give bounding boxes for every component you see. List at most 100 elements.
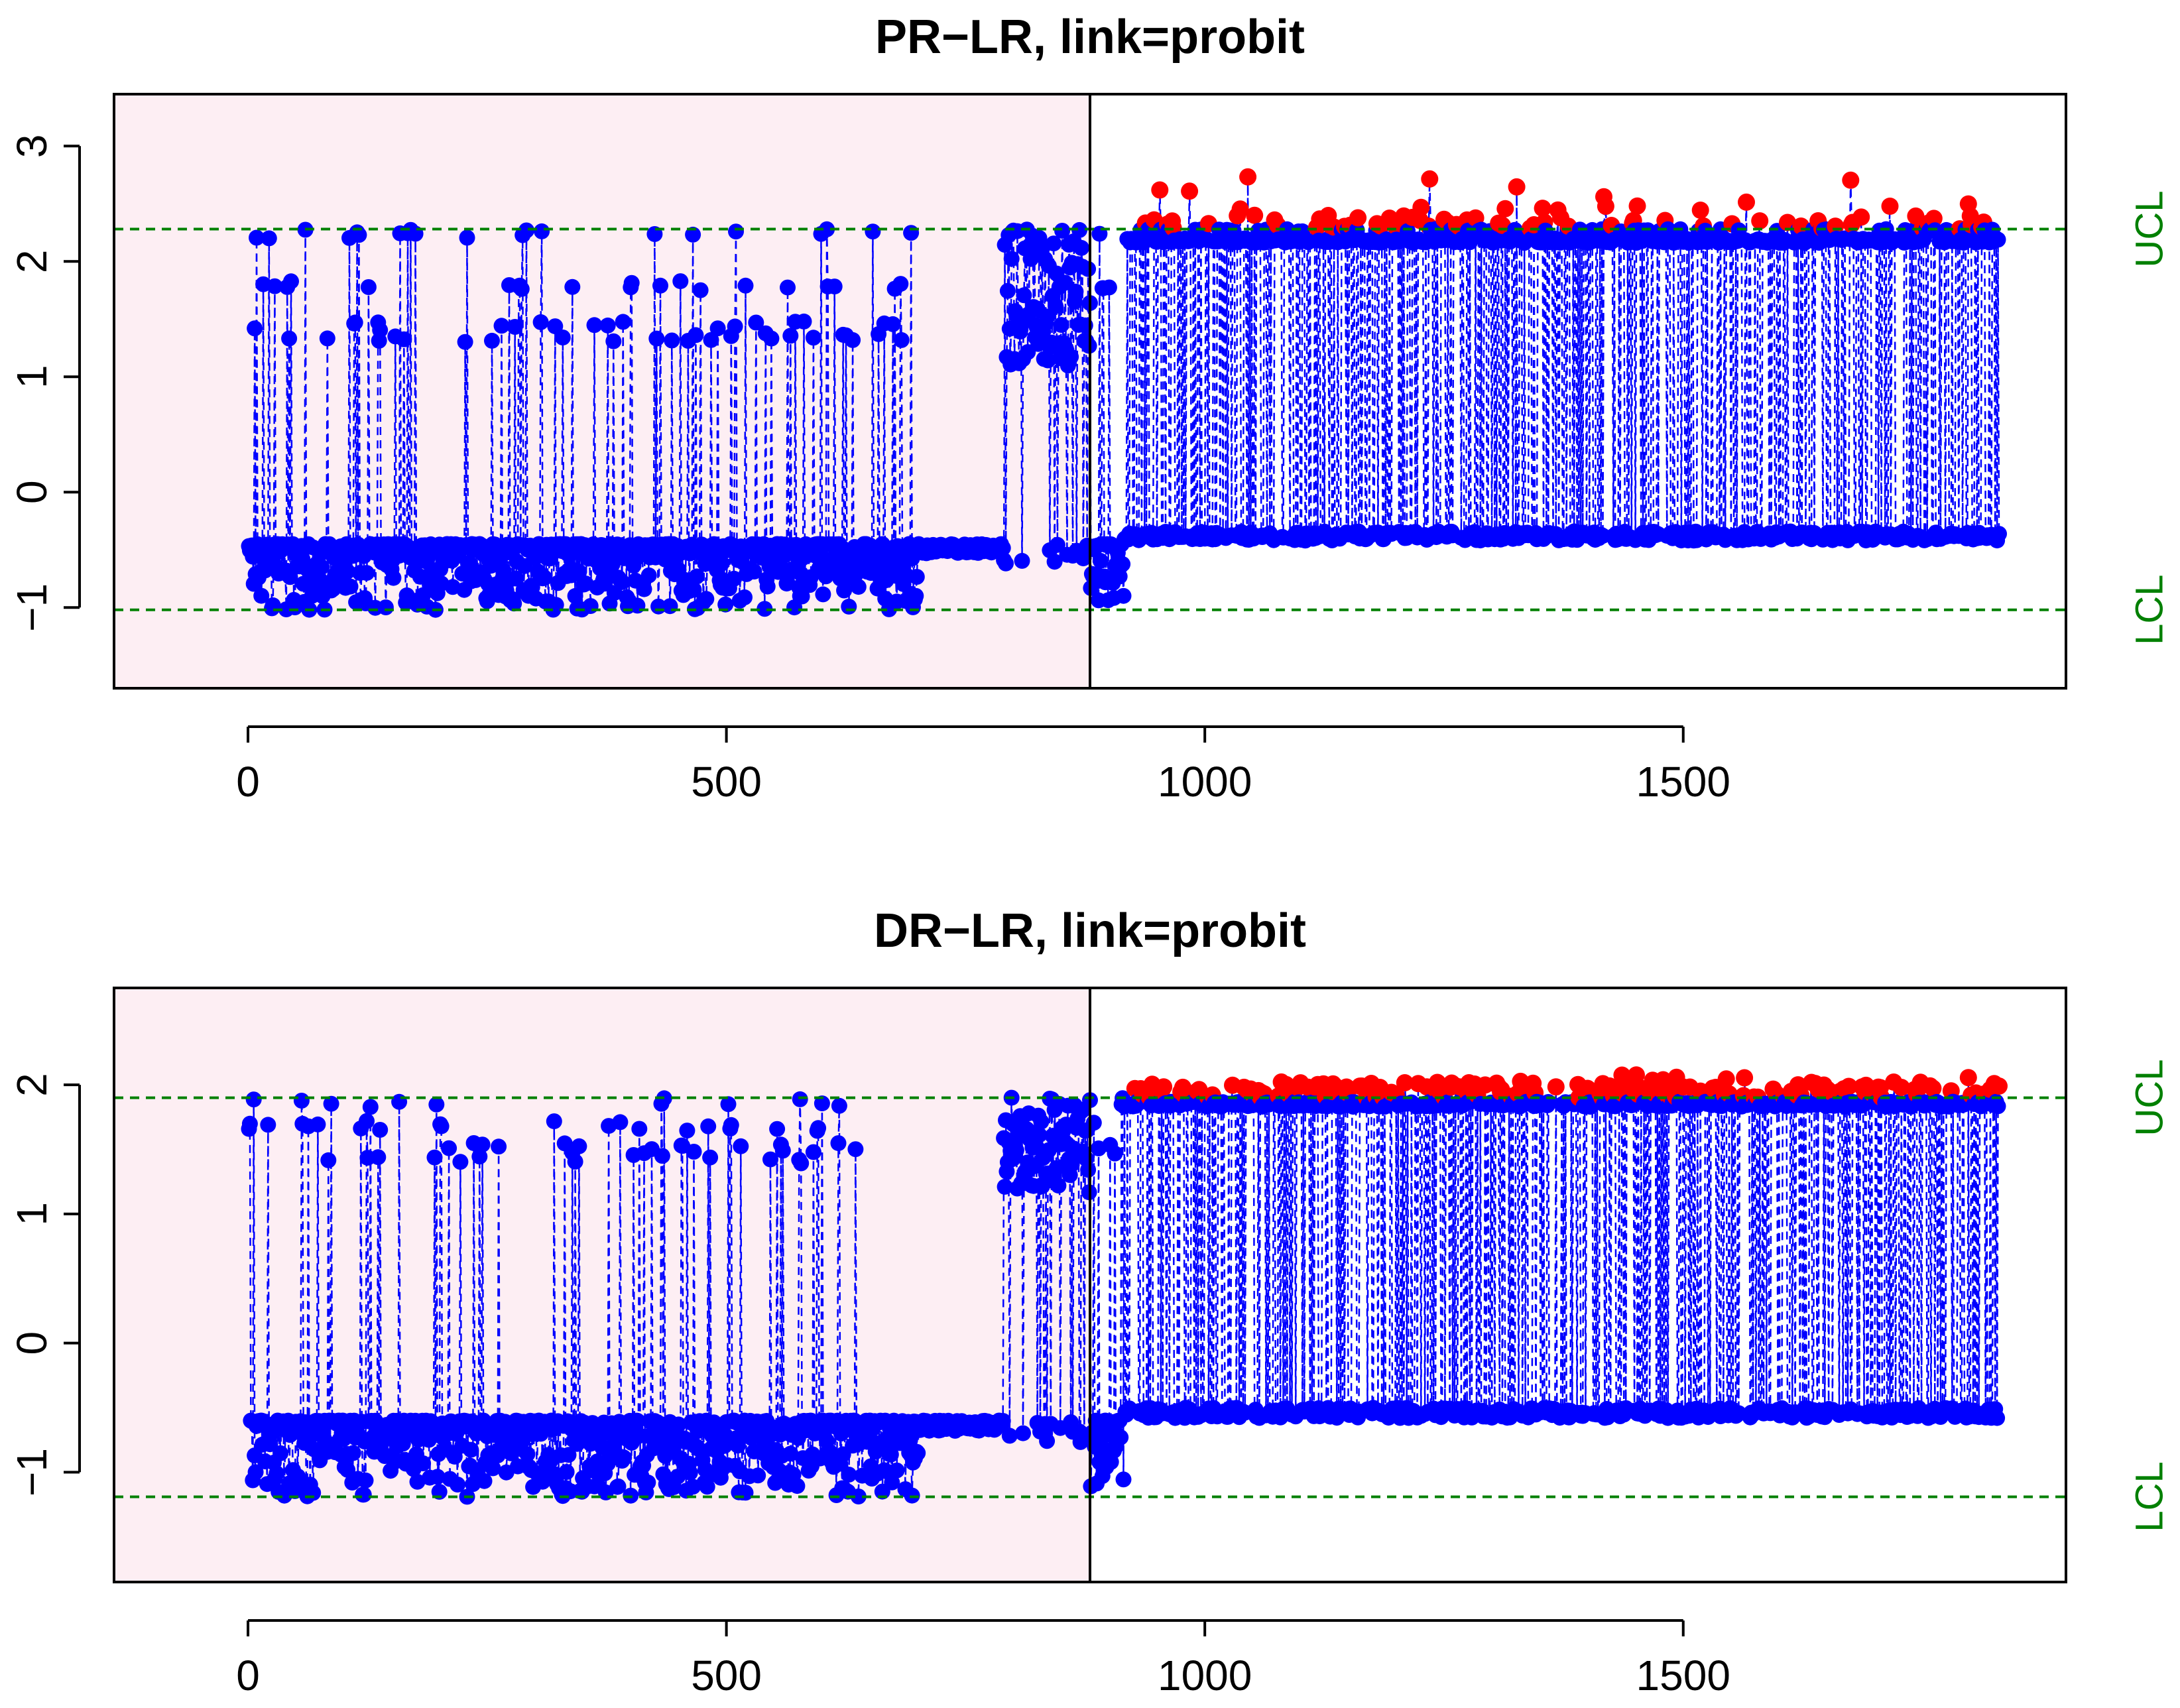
out-of-control-point (1751, 212, 1769, 230)
data-point (474, 1136, 491, 1153)
data-point (750, 1467, 766, 1484)
data-point (1990, 1098, 2006, 1115)
data-point (908, 569, 925, 585)
ucl-label: UCL (2128, 191, 2171, 268)
data-point (355, 1487, 372, 1503)
data-point (1115, 1471, 1132, 1488)
data-point (737, 589, 753, 605)
data-point (1016, 287, 1032, 304)
data-point (810, 1120, 827, 1136)
data-point (261, 230, 277, 247)
data-point (342, 578, 359, 595)
data-point (850, 579, 867, 595)
data-point (793, 1155, 810, 1172)
data-point (903, 225, 920, 241)
data-point (319, 330, 335, 347)
out-of-control-point (1717, 1070, 1735, 1088)
y-tick-label: 0 (8, 480, 56, 504)
data-point (774, 1142, 791, 1159)
data-point (686, 1144, 702, 1160)
data-point (605, 333, 622, 349)
data-point (612, 1114, 629, 1130)
data-point (491, 1138, 507, 1155)
data-point (1063, 349, 1079, 365)
data-point (796, 313, 812, 330)
data-point (415, 1455, 432, 1471)
out-of-control-point (1842, 171, 1860, 189)
data-point (1080, 261, 1097, 277)
data-point (746, 564, 762, 580)
x-tick-label: 0 (236, 1652, 260, 1699)
y-tick-label: 1 (8, 1202, 56, 1226)
data-point (805, 330, 821, 346)
data-point (664, 332, 680, 349)
data-point (703, 332, 719, 348)
data-point (463, 1441, 479, 1458)
data-point (377, 599, 394, 615)
data-point (599, 317, 616, 334)
data-point (1015, 1425, 1031, 1441)
data-point (484, 332, 500, 349)
data-point (662, 598, 678, 615)
out-of-control-point (1959, 1069, 1977, 1087)
out-of-control-point (1881, 198, 1899, 215)
data-point (508, 570, 524, 587)
dr-lr-panel: DR−LR, link=probit 0 500 1000 1500 −1 0 1 2 UC… (8, 904, 2171, 1699)
data-point (769, 1121, 786, 1137)
data-point (910, 1445, 926, 1461)
data-point (629, 597, 646, 614)
data-point (757, 601, 773, 617)
data-point (1101, 279, 1117, 296)
data-point (995, 540, 1011, 556)
data-point (558, 1464, 575, 1480)
data-point (832, 570, 849, 587)
data-point (452, 1154, 469, 1170)
data-point (1008, 1142, 1024, 1158)
data-point (513, 280, 530, 297)
data-point (245, 1091, 262, 1108)
data-point (534, 223, 550, 239)
out-of-control-point (1508, 178, 1526, 196)
data-point (339, 563, 356, 580)
data-point (571, 564, 587, 580)
data-point (1080, 1162, 1097, 1178)
data-point (267, 278, 283, 294)
data-point (1048, 298, 1063, 314)
out-of-control-point (1246, 206, 1264, 224)
data-point (702, 1149, 719, 1166)
data-point (893, 332, 910, 348)
data-point (546, 1113, 562, 1130)
y-tick-label: 0 (8, 1331, 56, 1355)
data-point (359, 565, 375, 581)
x-tick-label: 500 (691, 1652, 762, 1699)
data-point (310, 1116, 326, 1132)
data-point (396, 331, 412, 347)
data-point (831, 1097, 847, 1114)
data-point (614, 574, 631, 590)
data-point (792, 1091, 808, 1107)
data-point (1991, 526, 2007, 542)
data-point (623, 274, 640, 291)
out-of-control-point (1691, 202, 1709, 219)
data-point (345, 1445, 361, 1461)
data-point (763, 330, 780, 347)
data-point (1054, 223, 1071, 239)
data-point (805, 1144, 821, 1160)
data-point (1053, 317, 1069, 334)
data-point (815, 586, 831, 603)
data-point (391, 1093, 408, 1110)
data-point (640, 567, 657, 583)
data-point (709, 320, 726, 337)
data-point (441, 1140, 457, 1156)
out-of-control-point (1547, 1078, 1565, 1096)
data-point (283, 273, 299, 290)
data-point (995, 1413, 1011, 1429)
data-point (370, 1149, 387, 1166)
pr-lr-panel: PR−LR, link=probit 0 500 1000 1500 −1 0 1 2 3 U… (8, 11, 2171, 806)
data-point (567, 587, 583, 604)
out-of-control-point (1597, 198, 1614, 215)
x-axis: 0 500 1000 1500 (236, 1619, 1730, 1699)
data-point (692, 282, 709, 298)
data-point (789, 1478, 806, 1494)
data-point (360, 279, 377, 295)
